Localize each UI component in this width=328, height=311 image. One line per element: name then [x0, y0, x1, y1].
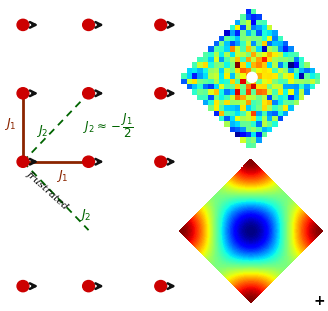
Circle shape — [83, 19, 94, 30]
Text: $J_2 \approx -\dfrac{J_1}{2}$: $J_2 \approx -\dfrac{J_1}{2}$ — [83, 112, 134, 140]
Circle shape — [247, 72, 257, 82]
Circle shape — [17, 19, 29, 30]
Circle shape — [155, 281, 167, 292]
Text: $J_1$: $J_1$ — [4, 116, 16, 132]
Circle shape — [83, 88, 94, 99]
Circle shape — [83, 281, 94, 292]
Text: +: + — [313, 294, 325, 308]
Text: frustrated: frustrated — [25, 169, 70, 212]
Circle shape — [83, 156, 94, 167]
Circle shape — [155, 19, 167, 30]
Text: $J_2$: $J_2$ — [79, 207, 92, 223]
Circle shape — [17, 156, 29, 167]
Text: $J_1$: $J_1$ — [56, 168, 69, 184]
Text: $J_2$: $J_2$ — [36, 123, 49, 139]
Circle shape — [17, 281, 29, 292]
Circle shape — [155, 88, 167, 99]
Circle shape — [17, 88, 29, 99]
Circle shape — [155, 156, 167, 167]
